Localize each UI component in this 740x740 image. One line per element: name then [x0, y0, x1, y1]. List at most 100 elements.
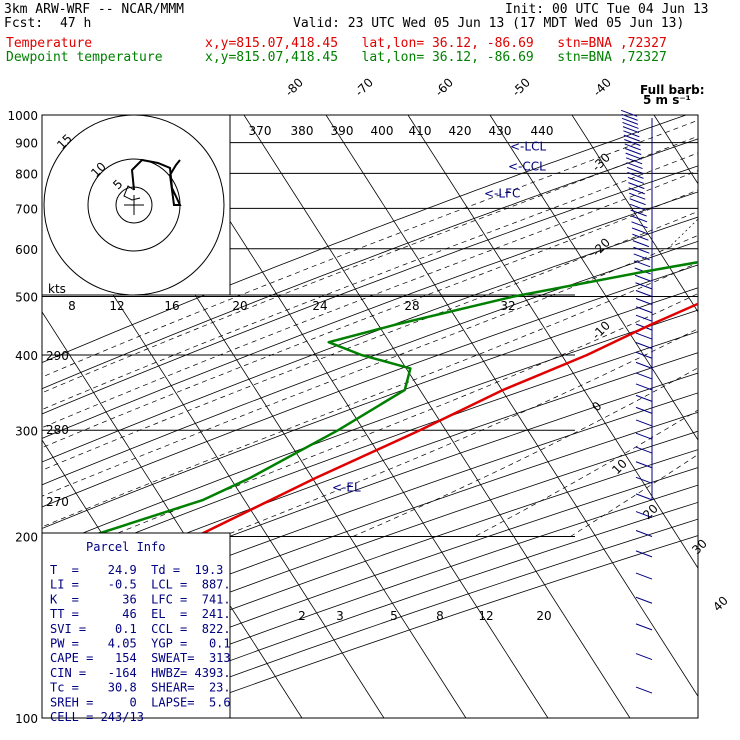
- dry-adiabat: [42, 191, 698, 439]
- wind-barb: [623, 130, 640, 138]
- isotherm-label: -60: [432, 75, 456, 99]
- temperature-legend: Temperature: [6, 36, 93, 51]
- isotherm-line: [407, 115, 698, 569]
- wind-barb: [624, 143, 641, 151]
- speed-label: 28: [404, 299, 419, 313]
- wind-barb: [635, 550, 653, 558]
- wind-barb: [625, 157, 643, 165]
- isotherm-line: [42, 311, 303, 718]
- wind-barb: [635, 332, 653, 340]
- wind-barb: [635, 406, 653, 414]
- wind-barb: [635, 342, 653, 349]
- isotherm-label: -20: [589, 235, 613, 259]
- isotherm-label: -70: [352, 75, 376, 99]
- mixing-ratio-label: 3: [336, 609, 344, 623]
- wind-barb: [634, 260, 651, 268]
- wind-barb: [635, 383, 653, 391]
- barb-legend-units: 5 m s⁻¹: [643, 93, 691, 107]
- wind-barb: [635, 419, 653, 427]
- dry-adiabat: [42, 216, 698, 463]
- wind-barb: [635, 461, 653, 469]
- level-annotation: <-EL: [332, 481, 361, 495]
- wind-barb: [635, 572, 653, 580]
- wind-barb: [635, 394, 653, 402]
- theta-label: 370: [249, 124, 272, 138]
- moist-adiabat: [42, 170, 698, 429]
- speed-label: 20: [232, 299, 247, 313]
- hodograph-trace: [130, 158, 182, 206]
- dry-adiabat: [42, 287, 698, 529]
- init-time: Init: 00 UTC Tue 04 Jun 13: [505, 2, 709, 17]
- wind-barb: [635, 686, 653, 694]
- moist-adiabat: [42, 262, 698, 528]
- dry-adiabat: [42, 372, 698, 610]
- dry-adiabat: [42, 240, 698, 486]
- hodograph: [41, 114, 231, 296]
- dry-adiabat: [42, 352, 698, 590]
- pressure-label: 400: [15, 349, 38, 363]
- isotherm-label: 10: [609, 456, 630, 477]
- dry-adiabat: [42, 331, 698, 571]
- speed-label: 8: [68, 299, 76, 313]
- pressure-label: 300: [15, 424, 38, 438]
- wind-barb: [635, 314, 653, 322]
- wind-barb: [621, 117, 639, 125]
- wind-barb: [632, 233, 649, 241]
- isotherm-line: [653, 115, 698, 185]
- isotherm-label: -40: [590, 75, 614, 99]
- mixing-ratio-label: 8: [436, 609, 444, 623]
- wind-barb: [620, 109, 638, 117]
- parcel-info-row: SREH = 0 LAPSE= 5.6: [50, 695, 231, 709]
- level-annotation: <-LFC: [484, 186, 520, 200]
- theta-label: 380: [291, 124, 314, 138]
- wind-barb: [635, 596, 653, 604]
- theta-left-label: 280: [46, 423, 69, 437]
- wind-barb: [635, 493, 653, 501]
- pressure-label: 600: [15, 243, 38, 257]
- mixing-ratio-label: 5: [390, 609, 398, 623]
- isotherm-label: -80: [282, 75, 306, 99]
- mixing-ratio-lines: [667, 218, 698, 250]
- parcel-info-row: SVI = 0.1 CCL = 822.: [50, 622, 231, 636]
- wind-barb: [635, 511, 653, 519]
- parcel-info-row: CIN = -164 HWBZ= 4393.: [50, 666, 231, 680]
- dewpoint-profile: [42, 260, 698, 559]
- wind-barb: [635, 351, 653, 359]
- pressure-label: 100: [15, 712, 38, 726]
- moist-adiabat: [42, 119, 698, 378]
- mixing-ratio-label: 12: [478, 609, 493, 623]
- wind-barb: [623, 134, 641, 142]
- wind-barbs: [620, 109, 653, 694]
- dry-adiabat: [42, 467, 698, 699]
- isotherm-label: 30: [689, 536, 710, 557]
- parcel-info-row: T = 24.9 Td = 19.3: [50, 563, 223, 577]
- parcel-info-row: CELL = 243/13: [50, 710, 144, 724]
- dry-adiabats: [42, 115, 698, 718]
- wind-barb: [629, 192, 646, 200]
- parcel-info-row: Tc = 30.8 SHEAR= 23.: [50, 681, 231, 695]
- sounding-profiles: [42, 260, 698, 613]
- wind-barb: [635, 446, 653, 454]
- parcel-info-title: Parcel Info: [86, 540, 165, 554]
- speed-axis-labels: 8 12 16 20 24 28 32: [68, 299, 515, 313]
- wind-barb: [634, 274, 652, 282]
- theta-label: 390: [331, 124, 354, 138]
- wind-barb: [625, 152, 642, 160]
- moist-adiabat: [109, 293, 698, 537]
- theta-label: 400: [371, 124, 394, 138]
- pressure-label: 1000: [7, 109, 38, 123]
- parcel-info-box: Parcel Info T = 24.9 Td = 19.3LI = -0.5 L…: [41, 532, 231, 724]
- dewpoint-legend: Dewpoint temperature: [6, 50, 163, 65]
- mixing-ratio-label: 2: [298, 609, 306, 623]
- parcel-info-row: LI = -0.5 LCL = 887.: [50, 578, 231, 592]
- theta-label: 440: [531, 124, 554, 138]
- mixing-ratio-line: [667, 218, 698, 250]
- wind-barb: [626, 162, 643, 170]
- model-title: 3km ARW-WRF -- NCAR/MMM: [4, 2, 185, 17]
- theta-labels: 370 380 390 400 410 420 430 440 290 280 270: [46, 124, 553, 509]
- wind-barb: [627, 171, 644, 179]
- dry-adiabat: [42, 115, 688, 364]
- isotherm-label: 20: [640, 501, 661, 522]
